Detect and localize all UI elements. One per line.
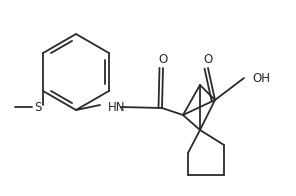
Text: S: S bbox=[34, 101, 42, 113]
Text: O: O bbox=[203, 53, 213, 65]
Text: O: O bbox=[158, 53, 168, 65]
Text: HN: HN bbox=[108, 101, 126, 113]
Text: OH: OH bbox=[252, 72, 270, 84]
